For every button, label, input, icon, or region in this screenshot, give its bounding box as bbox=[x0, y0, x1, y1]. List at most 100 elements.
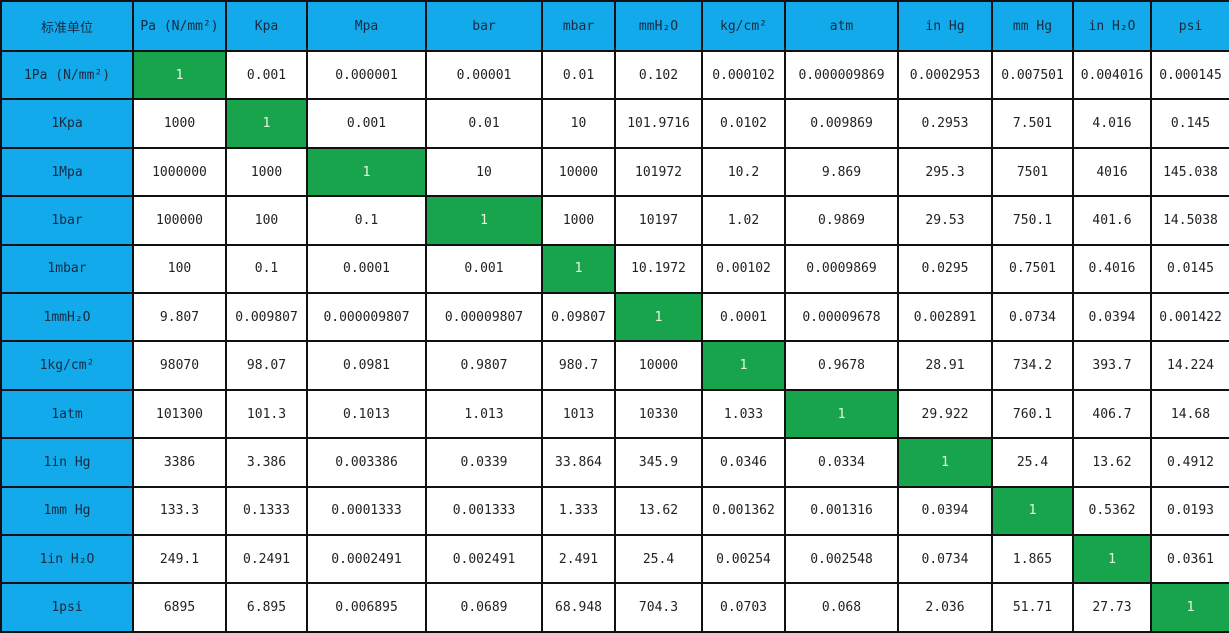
table-cell: 406.7 bbox=[1072, 388, 1152, 440]
table-cell: 101300 bbox=[132, 388, 227, 440]
table-cell: 0.1 bbox=[306, 195, 427, 246]
table-cell: 13.62 bbox=[614, 485, 703, 537]
table-cell: 0.145 bbox=[1150, 98, 1229, 149]
table-cell: 29.922 bbox=[897, 388, 993, 440]
table-cell: 0.4016 bbox=[1072, 243, 1152, 295]
corner-header: 标准单位 bbox=[0, 0, 134, 52]
table-cell: 0.0394 bbox=[1072, 292, 1152, 343]
table-cell: 0.00254 bbox=[701, 534, 786, 585]
table-row: 1Mpa 1000000 1000 1 10 10000 101972 10.2 9.869 29… bbox=[0, 146, 1229, 198]
table-cell: 28.91 bbox=[897, 340, 993, 391]
table-cell: 0.001422 bbox=[1150, 292, 1229, 343]
table-cell: 0.0102 bbox=[701, 98, 786, 149]
table-cell: 0.0734 bbox=[897, 534, 993, 585]
column-header: mm Hg bbox=[991, 0, 1074, 52]
diagonal-cell: 1 bbox=[425, 195, 543, 246]
table-cell: 0.0703 bbox=[701, 582, 786, 633]
table-cell: 0.0981 bbox=[306, 340, 427, 391]
table-row: 1kg/cm² 98070 98.07 0.0981 0.9807 980.7 10000 1… bbox=[0, 340, 1229, 391]
table-cell: 0.009807 bbox=[225, 292, 308, 343]
column-header: bar bbox=[425, 0, 543, 52]
table-cell: 3386 bbox=[132, 437, 227, 488]
table-cell: 0.00102 bbox=[701, 243, 786, 295]
table-cell: 10000 bbox=[541, 146, 616, 198]
table-cell: 0.009869 bbox=[784, 98, 899, 149]
diagonal-cell: 1 bbox=[784, 388, 899, 440]
table-cell: 6.895 bbox=[225, 582, 308, 633]
table-cell: 0.002548 bbox=[784, 534, 899, 585]
table-cell: 0.001333 bbox=[425, 485, 543, 537]
column-header: Mpa bbox=[306, 0, 427, 52]
table-cell: 0.003386 bbox=[306, 437, 427, 488]
column-header: atm bbox=[784, 0, 899, 52]
table-cell: 98070 bbox=[132, 340, 227, 391]
row-header: 1in H₂O bbox=[0, 534, 134, 585]
table-cell: 0.0339 bbox=[425, 437, 543, 488]
table-cell: 345.9 bbox=[614, 437, 703, 488]
table-cell: 25.4 bbox=[991, 437, 1074, 488]
table-cell: 0.1013 bbox=[306, 388, 427, 440]
table-cell: 0.00009807 bbox=[425, 292, 543, 343]
table-cell: 10330 bbox=[614, 388, 703, 440]
table-cell: 0.002891 bbox=[897, 292, 993, 343]
table-cell: 2.491 bbox=[541, 534, 616, 585]
table-cell: 0.000145 bbox=[1150, 49, 1229, 101]
table-cell: 0.00009678 bbox=[784, 292, 899, 343]
table-cell: 1000000 bbox=[132, 146, 227, 198]
header-row: 标准单位 Pa (N/mm²) Kpa Mpa bar mbar mmH₂O kg/cm² a… bbox=[0, 0, 1229, 52]
row-header: 1mbar bbox=[0, 243, 134, 295]
table-cell: 14.5038 bbox=[1150, 195, 1229, 246]
table-row: 1mm Hg 133.3 0.1333 0.0001333 0.001333 1.333 1… bbox=[0, 485, 1229, 537]
table-cell: 145.038 bbox=[1150, 146, 1229, 198]
table-row: 1Kpa 1000 1 0.001 0.01 10 101.9716 0.0102 0.0098… bbox=[0, 98, 1229, 149]
diagonal-cell: 1 bbox=[225, 98, 308, 149]
table-cell: 0.001 bbox=[225, 49, 308, 101]
diagonal-cell: 1 bbox=[306, 146, 427, 198]
table-cell: 0.2953 bbox=[897, 98, 993, 149]
diagonal-cell: 1 bbox=[897, 437, 993, 488]
table-cell: 101.9716 bbox=[614, 98, 703, 149]
table-cell: 0.9678 bbox=[784, 340, 899, 391]
table-row: 1in Hg 3386 3.386 0.003386 0.0339 33.864 345.9… bbox=[0, 437, 1229, 488]
row-header: 1kg/cm² bbox=[0, 340, 134, 391]
table-cell: 0.002491 bbox=[425, 534, 543, 585]
table-cell: 0.001 bbox=[306, 98, 427, 149]
table-cell: 68.948 bbox=[541, 582, 616, 633]
column-header: Kpa bbox=[225, 0, 308, 52]
table-cell: 7501 bbox=[991, 146, 1074, 198]
table-cell: 0.00001 bbox=[425, 49, 543, 101]
table-cell: 4.016 bbox=[1072, 98, 1152, 149]
table-cell: 1.02 bbox=[701, 195, 786, 246]
row-header: 1mm Hg bbox=[0, 485, 134, 537]
table-cell: 1000 bbox=[132, 98, 227, 149]
column-header: kg/cm² bbox=[701, 0, 786, 52]
table-cell: 10.2 bbox=[701, 146, 786, 198]
table-cell: 100000 bbox=[132, 195, 227, 246]
table-row: 1mbar 100 0.1 0.0001 0.001 1 10.1972 0.00102 0.0… bbox=[0, 243, 1229, 295]
diagonal-cell: 1 bbox=[132, 49, 227, 101]
table-row: 1atm 101300 101.3 0.1013 1.013 1013 10330 1.033… bbox=[0, 388, 1229, 440]
column-header: in Hg bbox=[897, 0, 993, 52]
row-header: 1atm bbox=[0, 388, 134, 440]
table-cell: 0.1 bbox=[225, 243, 308, 295]
diagonal-cell: 1 bbox=[541, 243, 616, 295]
column-header: mbar bbox=[541, 0, 616, 52]
table-cell: 1013 bbox=[541, 388, 616, 440]
table-cell: 0.0002491 bbox=[306, 534, 427, 585]
table-cell: 29.53 bbox=[897, 195, 993, 246]
table-cell: 10000 bbox=[614, 340, 703, 391]
table-cell: 0.0001333 bbox=[306, 485, 427, 537]
table-cell: 0.001362 bbox=[701, 485, 786, 537]
row-header: 1in Hg bbox=[0, 437, 134, 488]
column-header: mmH₂O bbox=[614, 0, 703, 52]
table-cell: 0.7501 bbox=[991, 243, 1074, 295]
diagonal-cell: 1 bbox=[701, 340, 786, 391]
row-header: 1psi bbox=[0, 582, 134, 633]
diagonal-cell: 1 bbox=[1150, 582, 1229, 633]
table-cell: 0.1333 bbox=[225, 485, 308, 537]
table-cell: 393.7 bbox=[1072, 340, 1152, 391]
table-cell: 101.3 bbox=[225, 388, 308, 440]
table-cell: 0.01 bbox=[425, 98, 543, 149]
table-cell: 3.386 bbox=[225, 437, 308, 488]
table-cell: 9.807 bbox=[132, 292, 227, 343]
